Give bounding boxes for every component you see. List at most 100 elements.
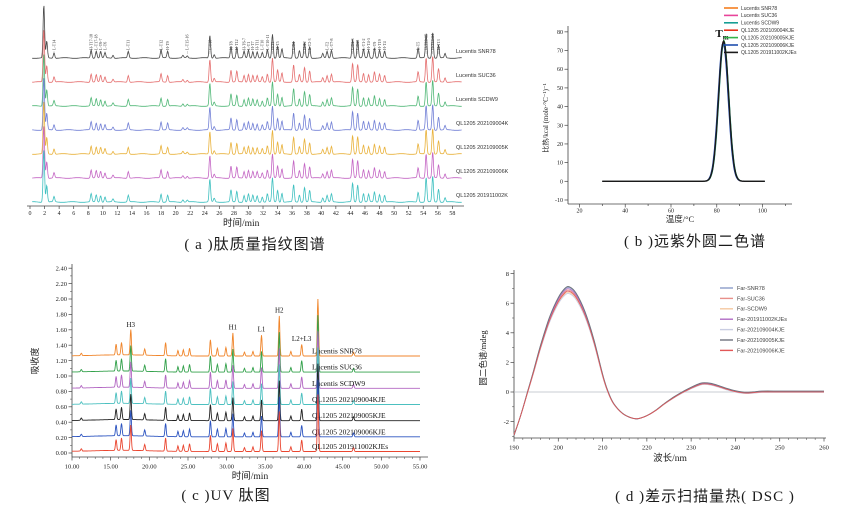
- svg-text:Far-202109004KJE: Far-202109004KJE: [737, 328, 785, 334]
- svg-text:时间/min: 时间/min: [232, 470, 269, 482]
- svg-text:2.20: 2.20: [56, 281, 67, 288]
- svg-text:48: 48: [377, 211, 383, 217]
- svg-text:10.00: 10.00: [65, 464, 80, 471]
- svg-text:L-T10-11: L-T10-11: [265, 35, 270, 50]
- svg-text:L-T11: L-T11: [126, 40, 131, 50]
- svg-text:1.60: 1.60: [56, 327, 67, 334]
- svg-text:H-T11: H-T11: [255, 39, 260, 50]
- svg-text:42: 42: [333, 211, 339, 217]
- svg-text:H1: H1: [229, 323, 238, 331]
- svg-text:L1: L1: [258, 326, 266, 334]
- svg-text:Far-SCDW9: Far-SCDW9: [737, 307, 767, 313]
- svg-text:H-T13-15: H-T13-15: [424, 34, 429, 50]
- svg-text:1.00: 1.00: [56, 373, 67, 380]
- svg-text:H-T7: H-T7: [250, 41, 255, 50]
- svg-text:0: 0: [29, 211, 32, 217]
- svg-text:4: 4: [506, 330, 510, 337]
- svg-text:Far-202109005KJE: Far-202109005KJE: [737, 338, 785, 344]
- svg-text:0.00: 0.00: [56, 450, 67, 457]
- svg-text:0: 0: [506, 389, 509, 396]
- svg-text:18: 18: [158, 211, 164, 217]
- svg-text:26: 26: [216, 211, 222, 217]
- svg-text:80: 80: [714, 209, 720, 215]
- svg-text:40: 40: [557, 105, 563, 111]
- svg-text:L-T12: L-T12: [159, 40, 164, 50]
- svg-text:0: 0: [560, 179, 563, 185]
- svg-text:0.80: 0.80: [56, 389, 67, 396]
- svg-text:40: 40: [622, 209, 628, 215]
- svg-text:6: 6: [72, 211, 75, 217]
- svg-text:58: 58: [449, 211, 455, 217]
- svg-text:L-T17-18: L-T17-18: [94, 34, 99, 50]
- svg-text:2: 2: [43, 211, 46, 217]
- svg-text:H-T9: H-T9: [165, 41, 170, 50]
- svg-text:时间/min: 时间/min: [223, 217, 260, 229]
- svg-text:H-T6-7: H-T6-7: [242, 38, 247, 50]
- svg-text:L2+L3: L2+L3: [292, 335, 312, 343]
- svg-text:Lucentis SCDW9: Lucentis SCDW9: [456, 97, 498, 103]
- svg-text:H-T19: H-T19: [377, 39, 382, 50]
- svg-text:QL1205 202109004KJE: QL1205 202109004KJE: [456, 121, 508, 127]
- svg-text:6: 6: [506, 300, 510, 307]
- svg-text:30: 30: [557, 123, 563, 129]
- svg-text:1.80: 1.80: [56, 312, 67, 319]
- svg-text:14: 14: [129, 211, 135, 217]
- svg-text:20: 20: [576, 209, 582, 215]
- svg-text:Lucentis SCDW9: Lucentis SCDW9: [741, 21, 779, 27]
- svg-text:50: 50: [391, 211, 397, 217]
- svg-text:240: 240: [731, 445, 741, 452]
- svg-text:QL1205 202109006KJE: QL1205 202109006KJE: [456, 169, 508, 175]
- svg-text:52: 52: [406, 211, 412, 217]
- svg-text:54: 54: [420, 211, 426, 217]
- svg-text:55.00: 55.00: [413, 464, 428, 471]
- svg-text:H-T5: H-T5: [275, 41, 280, 50]
- svg-text:Far-SNR78: Far-SNR78: [737, 286, 765, 292]
- svg-text:-2: -2: [504, 419, 509, 426]
- svg-text:L-T18: L-T18: [355, 40, 360, 50]
- svg-text:吸收度: 吸收度: [29, 347, 40, 374]
- svg-text:34: 34: [275, 211, 281, 217]
- svg-text:4: 4: [58, 211, 61, 217]
- svg-text:QL1205 202109005KJE: QL1205 202109005KJE: [312, 411, 386, 420]
- svg-text:36: 36: [289, 211, 295, 217]
- svg-text:QL1205 201911002KJEs: QL1205 201911002KJEs: [456, 193, 508, 199]
- svg-text:0.60: 0.60: [56, 404, 67, 411]
- svg-text:L-T5: L-T5: [416, 42, 421, 50]
- svg-text:L-T15-16: L-T15-16: [185, 34, 190, 50]
- svg-text:210: 210: [598, 445, 608, 452]
- svg-text:QL1205 202109005KJE: QL1205 202109005KJE: [456, 145, 508, 151]
- svg-text:60: 60: [668, 209, 674, 215]
- svg-text:12: 12: [114, 211, 120, 217]
- svg-text:H-T17-18: H-T17-18: [89, 34, 94, 50]
- svg-text:L-T2: L-T2: [325, 42, 330, 50]
- svg-text:0.20: 0.20: [56, 435, 67, 442]
- svg-text:230: 230: [686, 445, 696, 452]
- svg-text:QL1205 201911002KJEs: QL1205 201911002KJEs: [312, 442, 388, 451]
- svg-text:-10: -10: [555, 198, 563, 204]
- svg-text:L-T10: L-T10: [260, 40, 265, 50]
- svg-text:Far-SUC36: Far-SUC36: [737, 296, 765, 302]
- svg-text:H-T1: H-T1: [270, 41, 275, 50]
- svg-text:20: 20: [557, 142, 563, 148]
- svg-text:1.40: 1.40: [56, 342, 67, 349]
- panel-d-cd-spectrum-chart: -2 0 2 4 6 8 190 200 210 220 230 240 250 260 波长/nm 圆二色谱…: [478, 270, 829, 464]
- svg-text:100: 100: [758, 209, 767, 215]
- svg-text:35.00: 35.00: [258, 464, 273, 471]
- svg-text:1.20: 1.20: [56, 358, 67, 365]
- svg-text:Far-201911002KJEs: Far-201911002KJEs: [737, 317, 787, 323]
- panel-a-peptide-fingerprint-chart: 0 2 4 6 8 10 12 14 16 18 20 22 24 26 28 30 32 34 36 38 40 42 4…: [27, 5, 508, 229]
- svg-text:16: 16: [144, 211, 150, 217]
- svg-text:圆二色谱/mdeg: 圆二色谱/mdeg: [478, 330, 488, 386]
- svg-text:波长/nm: 波长/nm: [653, 452, 687, 464]
- svg-text:H-T13-14: H-T13-14: [430, 34, 435, 50]
- svg-text:2.00: 2.00: [56, 296, 67, 303]
- svg-text:220: 220: [642, 445, 652, 452]
- svg-text:QL1205 202109004KJE: QL1205 202109004KJE: [741, 28, 795, 34]
- svg-text:Far-202109006KJE: Far-202109006KJE: [737, 348, 785, 354]
- svg-text:15.00: 15.00: [103, 464, 118, 471]
- svg-text:260: 260: [819, 445, 829, 452]
- svg-text:H-T4-5: H-T4-5: [366, 38, 371, 50]
- svg-text:2.40: 2.40: [56, 265, 67, 272]
- svg-text:L-T6: L-T6: [102, 42, 107, 50]
- svg-text:60: 60: [557, 67, 563, 73]
